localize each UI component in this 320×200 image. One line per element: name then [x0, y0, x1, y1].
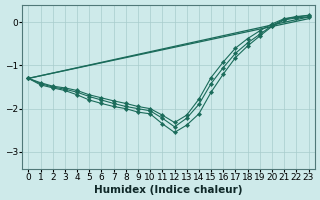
- X-axis label: Humidex (Indice chaleur): Humidex (Indice chaleur): [94, 185, 243, 195]
